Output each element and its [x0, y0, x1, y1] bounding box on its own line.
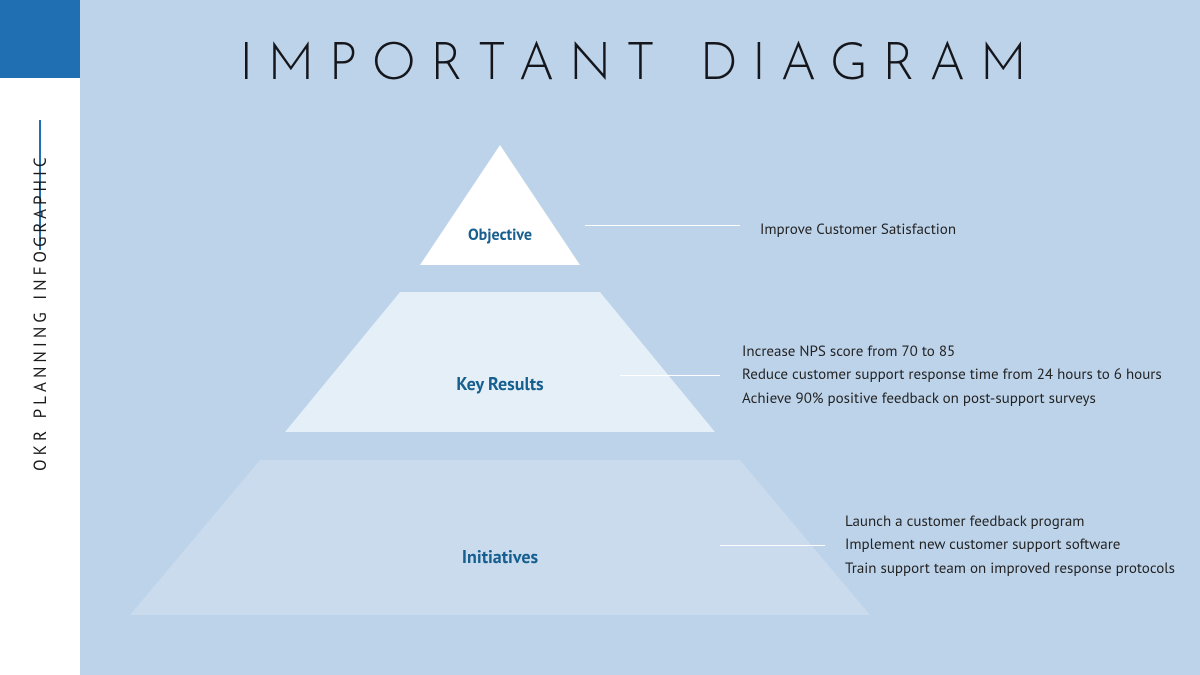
callout-text-objective: Improve Customer Satisfaction	[760, 218, 956, 241]
pyramid-level-initiatives: Initiatives	[130, 460, 870, 615]
callout-line-objective	[585, 225, 740, 226]
page-title: IMPORTANT DIAGRAM	[80, 40, 1200, 92]
callout-text-key-results: Increase NPS score from 70 to 85Reduce c…	[742, 340, 1162, 410]
trapezoid-shape	[130, 460, 870, 615]
pyramid-level-label-objective: Objective	[420, 225, 580, 245]
left-column: OKR PLANNING INFOGRAPHIC	[0, 0, 80, 675]
main-canvas: IMPORTANT DIAGRAM Objective Improve Custo…	[80, 0, 1200, 675]
callout-line-initiatives	[720, 545, 825, 546]
pyramid-level-objective: Objective	[420, 145, 580, 265]
pyramid-level-key-results: Key Results	[285, 292, 715, 432]
callout-text-initiatives: Launch a customer feedback programImplem…	[845, 510, 1175, 580]
sidebar-vertical-label: OKR PLANNING INFOGRAPHIC	[29, 153, 51, 471]
trapezoid-shape	[420, 145, 580, 265]
callout-line-key-results	[620, 375, 720, 376]
trapezoid-shape	[285, 292, 715, 432]
pyramid-level-label-initiatives: Initiatives	[130, 545, 870, 568]
accent-block	[0, 0, 80, 78]
